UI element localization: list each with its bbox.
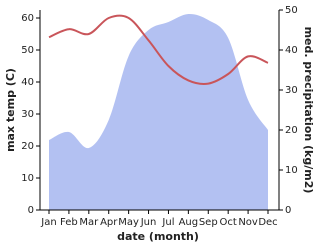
x-axis-label: date (month) (117, 230, 199, 243)
y-tick-label: 50 (21, 45, 34, 56)
y2-tick-label: 0 (285, 205, 291, 216)
y2-tick-label: 30 (285, 85, 298, 96)
y-tick-label: 30 (21, 109, 34, 120)
x-tick-label: Feb (60, 217, 78, 228)
y2-tick-label: 50 (285, 5, 298, 16)
x-tick-label: Apr (100, 217, 118, 228)
chart: date (month) max temp (C) med. precipita… (4, 5, 315, 243)
temperature-line (48, 14, 269, 85)
x-tick-label: Jun (140, 217, 157, 228)
y2-tick-label: 40 (285, 45, 298, 56)
y-tick-label: 60 (21, 13, 34, 24)
x-tick-label: Nov (238, 217, 258, 228)
x-tick-label: Jul (161, 217, 174, 228)
y2-tick-label: 10 (285, 165, 298, 176)
precipitation-area (49, 13, 268, 210)
x-tick-label: Mar (79, 217, 99, 228)
y-tick-label: 20 (21, 141, 34, 152)
y-tick-label: 0 (28, 205, 34, 216)
y-tick-label: 10 (21, 173, 34, 184)
x-tick-label: Sep (199, 217, 218, 228)
y2-axis-label: med. precipitation (kg/m2) (302, 27, 315, 194)
x-tick-label: May (118, 217, 139, 228)
x-tick-label: Oct (220, 217, 237, 228)
x-tick-label: Dec (258, 217, 277, 228)
x-tick-label: Aug (179, 217, 199, 228)
y-tick-label: 40 (21, 77, 34, 88)
x-tick-label: Jan (40, 217, 56, 228)
y-axis-label: max temp (C) (4, 68, 17, 152)
y2-tick-label: 20 (285, 125, 298, 136)
